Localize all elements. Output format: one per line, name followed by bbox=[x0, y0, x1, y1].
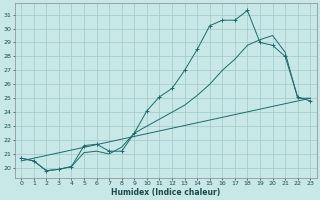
X-axis label: Humidex (Indice chaleur): Humidex (Indice chaleur) bbox=[111, 188, 220, 197]
